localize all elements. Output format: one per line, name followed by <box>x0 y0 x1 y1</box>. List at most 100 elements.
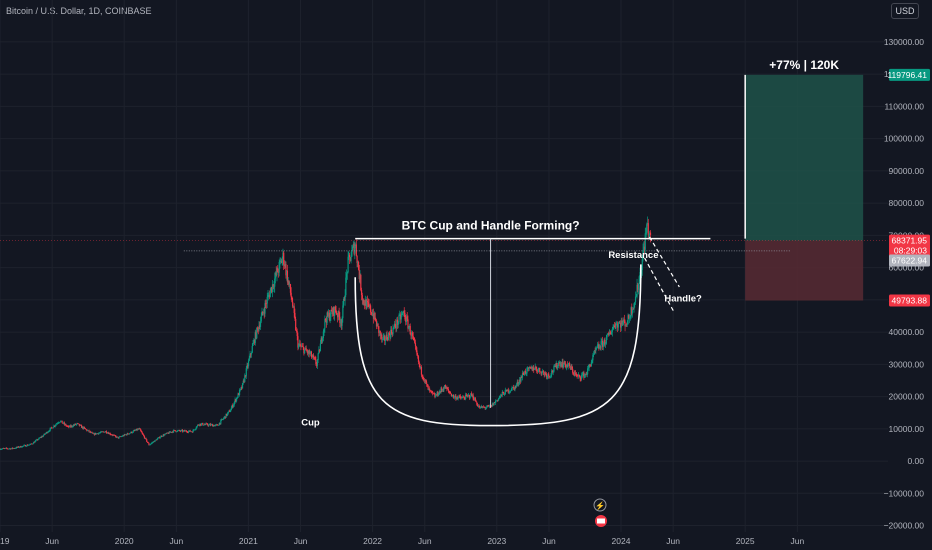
currency-button[interactable]: USD <box>891 3 919 19</box>
candle-body <box>262 311 264 313</box>
candle-body <box>3 448 6 449</box>
candle-body <box>482 406 484 408</box>
candle-body <box>459 396 461 398</box>
candle-body <box>173 430 176 431</box>
candle-body <box>161 436 164 437</box>
candle-body <box>518 379 521 384</box>
candle-body <box>500 394 502 397</box>
candle-body <box>593 354 595 355</box>
candle-body <box>438 391 441 395</box>
candle-body <box>606 334 608 338</box>
candle-body <box>560 363 562 367</box>
candle-body <box>233 402 235 405</box>
candle-body <box>581 374 583 375</box>
candle-body <box>334 306 336 311</box>
candle-body <box>513 387 515 390</box>
candle-body <box>395 326 397 328</box>
candle-body <box>184 430 186 432</box>
candle-body <box>247 365 249 367</box>
candle-body <box>39 437 41 439</box>
candle-body <box>322 337 324 342</box>
candle-body <box>325 320 327 323</box>
candle-body <box>557 362 560 366</box>
candle-body <box>450 393 452 394</box>
candle-body <box>435 394 437 398</box>
candle-body <box>325 318 327 321</box>
candle-body <box>611 328 613 332</box>
candle-body <box>555 362 557 368</box>
candles <box>0 216 652 451</box>
candle-body <box>643 246 646 250</box>
candle-body <box>529 367 531 368</box>
candle-body <box>471 394 473 396</box>
candle-body <box>198 424 200 426</box>
time-tick-label: 2024 <box>612 536 631 546</box>
candle-body <box>488 405 490 407</box>
candle-body <box>535 366 537 369</box>
candle-body <box>329 317 331 321</box>
candle-body <box>457 397 459 399</box>
candle-body <box>587 367 589 369</box>
candle-body <box>77 423 79 424</box>
candle-body <box>408 326 411 328</box>
candle-body <box>468 395 470 396</box>
candle-body <box>354 244 357 247</box>
candle-body <box>41 436 43 438</box>
candle-body <box>116 436 118 438</box>
candle-body <box>546 376 548 378</box>
candle-body <box>267 294 269 297</box>
candle-body <box>98 432 101 434</box>
candle-body <box>185 430 187 432</box>
candle-body <box>474 398 476 402</box>
candle-body <box>287 280 289 283</box>
candle-body <box>93 433 95 435</box>
candle-body <box>117 437 119 439</box>
candle-body <box>345 273 348 278</box>
candle-body <box>497 399 499 401</box>
candle-body <box>37 439 39 441</box>
candle-body <box>479 406 481 409</box>
candle-body <box>86 430 89 432</box>
candle-body <box>132 430 134 433</box>
candle-body <box>509 390 511 393</box>
candle-body <box>553 366 555 372</box>
candle-body <box>234 399 236 403</box>
candle-body <box>321 338 323 342</box>
candle-body <box>232 404 235 407</box>
candle-body <box>337 310 339 318</box>
candle-body <box>285 264 287 276</box>
candle-body <box>365 300 367 309</box>
candle-body <box>255 332 257 339</box>
candle-body <box>178 430 180 431</box>
candle-body <box>272 284 274 287</box>
candle-body <box>297 336 299 348</box>
candle-body <box>554 365 556 367</box>
candle-body <box>312 355 314 357</box>
candle-body <box>123 434 125 436</box>
candle-body <box>147 442 149 444</box>
candle-body <box>110 434 113 436</box>
candle-body <box>128 433 130 435</box>
time-tick-label: Jun <box>169 536 183 546</box>
candle-body <box>462 396 464 398</box>
candle-body <box>246 365 248 369</box>
symbol-title: Bitcoin / U.S. Dollar, 1D, COINBASE <box>6 6 152 16</box>
candle-body <box>214 425 216 427</box>
candle-body <box>552 371 554 373</box>
candle-body <box>453 394 455 398</box>
candle-body <box>120 436 122 438</box>
candle-body <box>426 384 429 386</box>
candle-body <box>62 423 64 424</box>
candle-body <box>15 446 18 449</box>
candle-body <box>47 431 49 433</box>
candle-body <box>642 250 644 260</box>
candle-body <box>24 445 27 447</box>
candle-body <box>101 431 103 433</box>
candle-body <box>56 423 58 425</box>
candle-body <box>164 434 166 436</box>
candle-body <box>551 370 554 373</box>
candle-body <box>646 224 648 233</box>
candle-body <box>203 425 205 426</box>
candle-body <box>266 296 268 304</box>
